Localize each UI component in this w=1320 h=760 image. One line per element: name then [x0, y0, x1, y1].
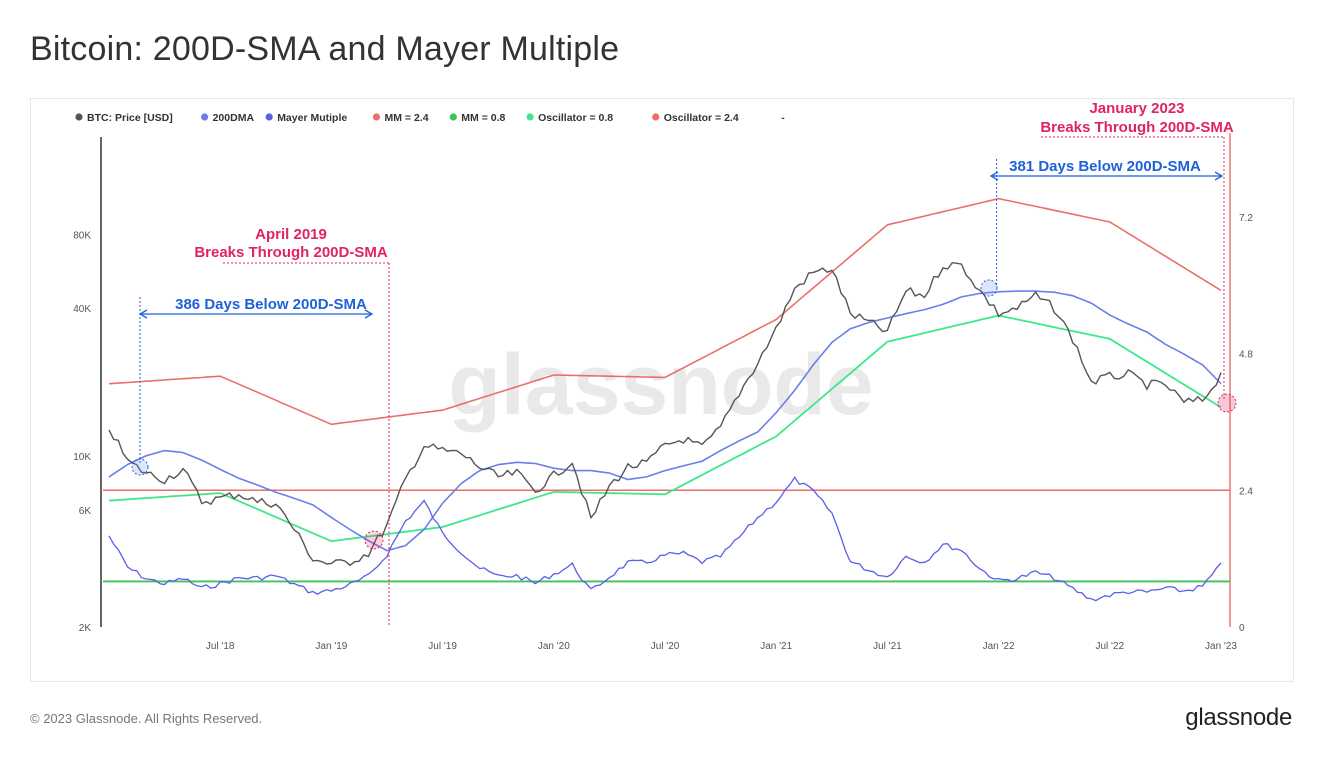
span-arrow-2023-head-left — [989, 171, 999, 181]
footer-logo: glassnode — [1185, 704, 1292, 731]
legend-item: Oscillator = 2.4 — [652, 112, 739, 124]
span-arrow-2019-head-right — [364, 309, 374, 319]
legend-marker — [265, 113, 273, 121]
watermark: glassnode — [448, 337, 873, 433]
legend-item: BTC: Price [USD] — [75, 112, 173, 124]
y-left-tick-label: 2K — [79, 623, 92, 634]
legend-item: 200DMA — [201, 112, 254, 124]
x-tick-label: Jul '19 — [428, 641, 457, 652]
legend-label: MM = 0.8 — [461, 112, 505, 124]
legend-label: - — [781, 112, 785, 124]
series-group — [103, 197, 1230, 602]
legend-label: 200DMA — [213, 112, 255, 124]
legend-item: MM = 0.8 — [449, 112, 506, 124]
marker-circle-2022 — [980, 279, 998, 297]
x-tick-label: Jan '22 — [983, 641, 1015, 652]
legend-marker — [201, 113, 209, 121]
x-tick-label: Jul '22 — [1096, 641, 1125, 652]
marker-circle-2018 — [131, 458, 149, 476]
legend-item: Mayer Mutiple — [265, 112, 347, 124]
legend-label: Oscillator = 2.4 — [664, 112, 739, 124]
annotation-april-2019-subtitle: Breaks Through 200D-SMA — [194, 244, 388, 261]
y-right-tick-label: 4.8 — [1239, 350, 1253, 361]
footer-copyright: © 2023 Glassnode. All Rights Reserved. — [30, 711, 263, 726]
legend-marker — [372, 113, 381, 121]
chart-frame: glassnode BTC: Price [USD] 200DMA Mayer Mu… — [30, 98, 1294, 682]
legend-label: Oscillator = 0.8 — [538, 112, 613, 124]
oscillator-2-4-line — [108, 197, 1222, 426]
legend-marker — [75, 113, 83, 121]
chart-svg: glassnode BTC: Price [USD] 200DMA Mayer Mu… — [73, 100, 1253, 652]
x-tick-label: Jul '21 — [873, 641, 902, 652]
legend-marker — [449, 113, 457, 121]
legend-label: Mayer Mutiple — [277, 112, 347, 124]
marker-circle-2023 — [1217, 393, 1237, 413]
legend-label: BTC: Price [USD] — [87, 112, 173, 124]
y-left-tick-label: 10K — [73, 452, 91, 463]
btc-price-line — [108, 261, 1222, 567]
legend-item: MM = 2.4 — [372, 112, 429, 124]
legend-item: Oscillator = 0.8 — [526, 112, 613, 124]
legend: BTC: Price [USD] 200DMA Mayer Mutiple MM = … — [75, 112, 785, 124]
span-arrow-2019-head-left — [138, 309, 148, 319]
x-tick-label: Jan '23 — [1205, 641, 1237, 652]
mayer-multiple-line — [108, 476, 1222, 602]
y-left-tick-label: 80K — [73, 230, 91, 241]
annotation-april-2019-title: April 2019 — [255, 226, 327, 243]
annotation-span-2019: 386 Days Below 200D-SMA — [175, 296, 367, 313]
y-right-tick-label: 0 — [1239, 623, 1245, 634]
axes: 2K 6K 10K 40K 80K 0 2.4 4.8 7.2 Jul '18 Jan '19 Jul… — [73, 133, 1253, 652]
span-arrow-2023-head-right — [1214, 171, 1224, 181]
legend-item: - — [781, 112, 785, 124]
x-tick-label: Jul '20 — [651, 641, 680, 652]
x-tick-label: Jan '20 — [538, 641, 570, 652]
annotation-span-2023: 381 Days Below 200D-SMA — [1009, 158, 1201, 175]
marker-circle-2019 — [364, 530, 384, 550]
annotation-jan-2023-subtitle: Breaks Through 200D-SMA — [1040, 119, 1234, 136]
legend-marker — [652, 113, 660, 121]
x-tick-label: Jul '18 — [206, 641, 235, 652]
y-left-tick-label: 6K — [79, 506, 92, 517]
page-title: Bitcoin: 200D-SMA and Mayer Multiple — [30, 30, 620, 68]
x-tick-label: Jan '21 — [760, 641, 792, 652]
oscillator-0-8-line — [108, 314, 1222, 543]
y-left-tick-label: 40K — [73, 304, 91, 315]
legend-marker — [526, 113, 534, 121]
y-right-tick-label: 7.2 — [1239, 213, 1253, 224]
y-right-tick-label: 2.4 — [1239, 486, 1253, 497]
x-tick-label: Jan '19 — [315, 641, 347, 652]
annotations: April 2019 Breaks Through 200D-SMA Janua… — [131, 100, 1237, 627]
annotation-jan-2023-title: January 2023 — [1089, 100, 1184, 117]
legend-label: MM = 2.4 — [385, 112, 429, 124]
